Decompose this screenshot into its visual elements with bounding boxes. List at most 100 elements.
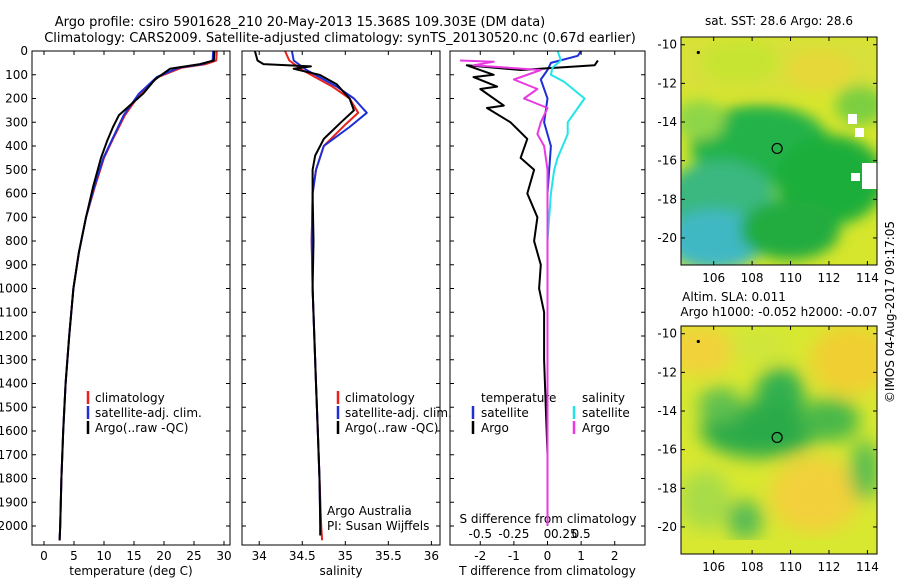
- sla-map-title-2: Argo h1000: -0.052 h2000: -0.07: [680, 305, 877, 319]
- series-line-satellite-adj-clim-: [58, 50, 215, 541]
- s-tick-label: 0.25: [551, 527, 578, 541]
- sla-map-title-1: Altim. SLA: 0.011: [682, 290, 786, 304]
- y-tick-label: 1500: [0, 400, 28, 414]
- island-marker: [696, 50, 700, 55]
- x-tick-label: -2: [474, 549, 486, 563]
- x-tick-label: 34.5: [289, 549, 316, 563]
- x-tick-label: 34: [252, 549, 267, 563]
- x-tick-label: 0: [544, 549, 552, 563]
- y-tick-label: 1300: [0, 353, 28, 367]
- x-tick-label: 20: [156, 549, 171, 563]
- legend-label-satellite: satellite-adj. clim.: [345, 406, 452, 420]
- x-tick-label: 15: [126, 549, 141, 563]
- argo-position-marker: [771, 431, 783, 444]
- legend-label-t-satellite: satellite: [481, 406, 529, 420]
- y-tick-label: 2000: [0, 519, 28, 533]
- salinity-legend: climatology satellite-adj. clim. Argo(..…: [327, 391, 452, 533]
- temperature-legend: climatology satellite-adj. clim. Argo(..…: [86, 391, 202, 435]
- plot-frame: [31, 50, 231, 546]
- annotation-pi: PI: Susan Wijffels: [327, 519, 429, 533]
- y-tick-label: 1400: [0, 377, 28, 391]
- y-tick-label: 700: [5, 210, 28, 224]
- map-y-tick-label: -10: [657, 327, 677, 341]
- x-tick-label: 10: [96, 549, 111, 563]
- y-tick-label: 100: [5, 68, 28, 82]
- x-tick-label: 36: [424, 549, 439, 563]
- x-axis-label: T difference from climatology: [458, 564, 636, 578]
- series-line-s-argo: [460, 59, 549, 526]
- x-tick-label: 0: [40, 549, 48, 563]
- salinity-panel: 34 34.5 35 35.5 36 salinity: [241, 50, 441, 578]
- map-y-tick-label: -20: [657, 520, 677, 534]
- map-x-tick-label: 112: [818, 560, 841, 574]
- sla-map-panel: [681, 326, 877, 554]
- legend-heading-salinity: salinity: [582, 391, 625, 405]
- s-tick-label: -0.5: [469, 527, 492, 541]
- legend-label-t-argo: Argo: [481, 421, 509, 435]
- s-tick-label: 0.5: [572, 527, 591, 541]
- y-tick-label: 900: [5, 258, 28, 272]
- x-tick-label: 30: [216, 549, 231, 563]
- map-y-tick-label: -20: [657, 231, 677, 245]
- map-y-tick-label: -10: [657, 38, 677, 52]
- y-tick-label: 1200: [0, 329, 28, 343]
- temperature-panel: 0100200300400500600700800900100011001200…: [0, 44, 232, 578]
- sst-map-panel: [681, 37, 877, 265]
- map-x-tick-label: 112: [818, 271, 841, 285]
- x-tick-label: 1: [577, 549, 585, 563]
- series-line-argo-raw-qc-: [253, 50, 355, 536]
- x-tick-label: 5: [70, 549, 78, 563]
- island-marker: [696, 339, 700, 344]
- y-tick-label: 1000: [0, 282, 28, 296]
- series-line-climatology: [58, 50, 218, 541]
- legend-label-s-argo: Argo: [582, 421, 610, 435]
- y-tick-label: 1800: [0, 472, 28, 486]
- map-y-tick-label: -16: [657, 154, 677, 168]
- legend-label-s-satellite: satellite: [582, 406, 630, 420]
- y-tick-label: 300: [5, 115, 28, 129]
- sst-map-title: sat. SST: 28.6 Argo: 28.6: [705, 14, 853, 28]
- map-y-tick-label: -14: [657, 115, 677, 129]
- x-tick-label: -1: [508, 549, 520, 563]
- y-tick-label: 600: [5, 187, 28, 201]
- series-line-s-satellite: [546, 50, 586, 526]
- map-y-tick-label: -18: [657, 192, 677, 206]
- x-tick-label: 35: [338, 549, 353, 563]
- x-tick-label: 25: [186, 549, 201, 563]
- y-tick-label: 400: [5, 139, 28, 153]
- y-tick-label: 200: [5, 92, 28, 106]
- map-y-tick-label: -16: [657, 443, 677, 457]
- series-line-t-argo: [465, 59, 599, 526]
- map-x-tick-label: 108: [741, 560, 764, 574]
- x-tick-label: 2: [611, 549, 619, 563]
- map-y-tick-label: -18: [657, 481, 677, 495]
- map-x-tick-label: 110: [779, 271, 802, 285]
- legend-label-argo: Argo(..raw -QC): [345, 421, 438, 435]
- title-line-2: Climatology: CARS2009. Satellite-adjuste…: [44, 31, 636, 46]
- s-tick-label: -0.25: [498, 527, 529, 541]
- map-y-tick-label: -12: [657, 365, 677, 379]
- map-y-tick-label: -12: [657, 76, 677, 90]
- y-tick-label: 500: [5, 163, 28, 177]
- sst-map-axes: 106 108 110 112 114 -10 -12 -14 -16 -18 -20: [657, 37, 879, 285]
- map-y-tick-label: -14: [657, 404, 677, 418]
- argo-position-marker: [771, 142, 783, 155]
- map-x-tick-label: 108: [741, 271, 764, 285]
- sla-map-axes: 106 108 110 112 114 -10 -12 -14 -16 -18 -20: [657, 326, 879, 574]
- title-line-1: Argo profile: csiro 5901628_210 20-May-2…: [55, 15, 546, 30]
- legend-label-satellite: satellite-adj. clim.: [95, 406, 202, 420]
- map-x-tick-label: 106: [702, 271, 725, 285]
- legend-label-climatology: climatology: [345, 391, 415, 405]
- plot-frame: [241, 50, 441, 546]
- series-line-satellite-adj-clim-: [290, 50, 368, 536]
- series-line-climatology: [284, 50, 360, 541]
- sst-map-frame: [680, 36, 878, 266]
- annotation-argo-australia: Argo Australia: [327, 504, 412, 518]
- y-tick-label: 0: [20, 44, 28, 58]
- y-tick-label: 1100: [0, 305, 28, 319]
- legend-label-climatology: climatology: [95, 391, 165, 405]
- y-tick-label: 1600: [0, 424, 28, 438]
- y-tick-label: 1900: [0, 495, 28, 509]
- s-tick-label: 0: [544, 527, 552, 541]
